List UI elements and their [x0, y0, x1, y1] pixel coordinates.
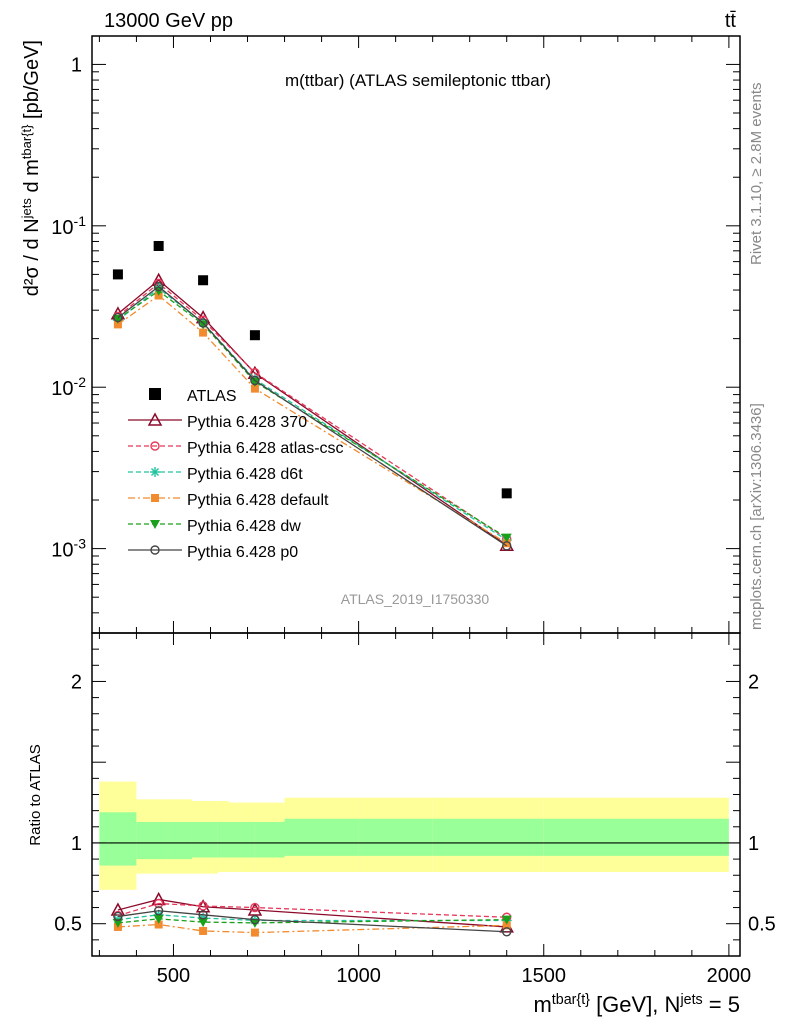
main-panel: 1 10-1 10-2 10-3 d²σ / d Njets d mtbar{t} [p…	[19, 35, 741, 634]
uncertainty-band-inner	[284, 818, 359, 856]
mc-point	[150, 441, 160, 451]
mc-point	[153, 906, 164, 916]
legend: ATLAS Pythia 6.428 370 Pythia 6.428 atlas-…	[128, 388, 344, 561]
mc-point	[113, 320, 122, 329]
mc-series-line	[117, 279, 508, 546]
mc-point	[112, 918, 123, 928]
mc-point	[112, 314, 123, 324]
mc-point	[153, 281, 164, 292]
mc-point	[198, 318, 208, 328]
side-mcplots-label: mcplots.cern.ch [arXiv:1306.3436]	[748, 403, 765, 630]
mc-point	[502, 921, 511, 930]
uncertainty-band-inner	[217, 821, 230, 858]
x-tick-label: 500	[157, 965, 190, 987]
mc-point	[153, 898, 164, 909]
mc-point	[250, 384, 259, 393]
mc-point-stroke	[151, 468, 159, 476]
ratio-panel: 500 1000 1500 2000 0.5 0.5 1 1 2 2 Ratio to ATLAS m…	[27, 36, 776, 1017]
mc-point	[150, 545, 160, 555]
plot-title: m(ttbar) (ATLAS semileptonic ttbar)	[285, 71, 551, 90]
ratio-series-line	[117, 914, 507, 922]
uncertainty-band-inner	[191, 821, 218, 858]
mc-point	[198, 910, 208, 920]
mc-point	[198, 918, 209, 928]
x-tick-label: 1500	[521, 965, 566, 987]
mc-point	[250, 914, 260, 925]
uncertainty-band-inner	[432, 818, 544, 856]
data-point	[198, 275, 209, 286]
uncertainty-band-inner	[99, 812, 137, 866]
data-point	[249, 330, 260, 341]
analysis-watermark: ATLAS_2019_I1750330	[341, 591, 490, 607]
mc-point	[150, 520, 160, 529]
y-tick-label: 10-2	[51, 374, 86, 400]
data-point	[149, 388, 161, 400]
ratio-y-tick-label: 0.5	[54, 914, 82, 936]
ratio-y-tick-label-right: 0.5	[748, 914, 776, 936]
legend-label: ATLAS	[187, 388, 237, 405]
ratio-y-tick-label-right: 2	[748, 671, 759, 693]
y-tick-label: 1	[71, 54, 82, 76]
mc-point	[199, 328, 208, 337]
mc-point	[113, 312, 123, 323]
data-point	[112, 269, 123, 280]
y-tick-label: 10-1	[51, 213, 86, 239]
mc-point	[147, 412, 163, 426]
uncertainty-band-inner	[229, 821, 255, 858]
mc-point	[502, 927, 512, 937]
mc-point	[198, 901, 208, 911]
mc-point	[501, 533, 512, 543]
ratio-y-tick-label: 2	[71, 671, 82, 693]
legend-label: Pythia 6.428 370	[187, 414, 307, 431]
x-axis-label: mtbar{t} [GeV], Njets = 5	[533, 992, 740, 1017]
x-tick-label: 1000	[336, 965, 381, 987]
mc-series-line	[117, 282, 508, 540]
mc-point	[151, 891, 166, 906]
mc-point	[198, 320, 209, 330]
data-point	[153, 240, 164, 251]
mc-point	[250, 902, 260, 913]
ratio-frame	[91, 632, 741, 957]
mc-point	[502, 541, 512, 551]
ratio-series-line	[117, 910, 507, 933]
legend-label: Pythia 6.428 default	[187, 492, 329, 509]
ratio-series-line	[117, 918, 507, 924]
mc-point	[250, 375, 260, 386]
mc-point	[249, 377, 260, 387]
mc-point	[153, 914, 164, 924]
uncertainty-band-inner	[358, 818, 433, 856]
y-axis-label: d²σ / d Njets d mtbar{t} [pb/GeV]	[19, 40, 44, 296]
ratio-series-line	[117, 898, 507, 928]
uncertainty-band-inner	[254, 821, 285, 858]
mc-point	[151, 494, 159, 502]
uncertainty-band-inner	[136, 821, 167, 860]
ratio-y-axis-label: Ratio to ATLAS	[27, 744, 44, 845]
ratio-y-tick-label: 1	[71, 833, 82, 855]
x-tick-label: 2000	[707, 965, 752, 987]
header-right: tt̄	[725, 10, 737, 32]
mc-point	[199, 926, 208, 935]
mc-point	[250, 928, 259, 937]
ratio-y-tick-label-right: 1	[748, 833, 759, 855]
mc-point	[501, 915, 512, 925]
ratio-series-line	[117, 902, 507, 918]
mc-point	[502, 539, 511, 548]
side-rivet-label: Rivet 3.1.10, ≥ 2.8M events	[748, 83, 765, 266]
mc-point	[150, 467, 160, 477]
legend-label: Pythia 6.428 d6t	[187, 466, 303, 483]
y-tick-label: 10-3	[51, 536, 86, 562]
data-point	[501, 488, 512, 499]
legend-label: Pythia 6.428 atlas-csc	[187, 440, 344, 457]
uncertainty-band-inner	[166, 821, 192, 860]
mc-series-line	[117, 285, 508, 547]
header-left: 13000 GeV pp	[104, 10, 233, 32]
mc-point	[154, 920, 163, 929]
mc-point	[113, 911, 123, 922]
legend-label: Pythia 6.428 dw	[187, 518, 301, 535]
legend-label: Pythia 6.428 p0	[187, 544, 298, 561]
uncertainty-band-inner	[543, 818, 729, 856]
